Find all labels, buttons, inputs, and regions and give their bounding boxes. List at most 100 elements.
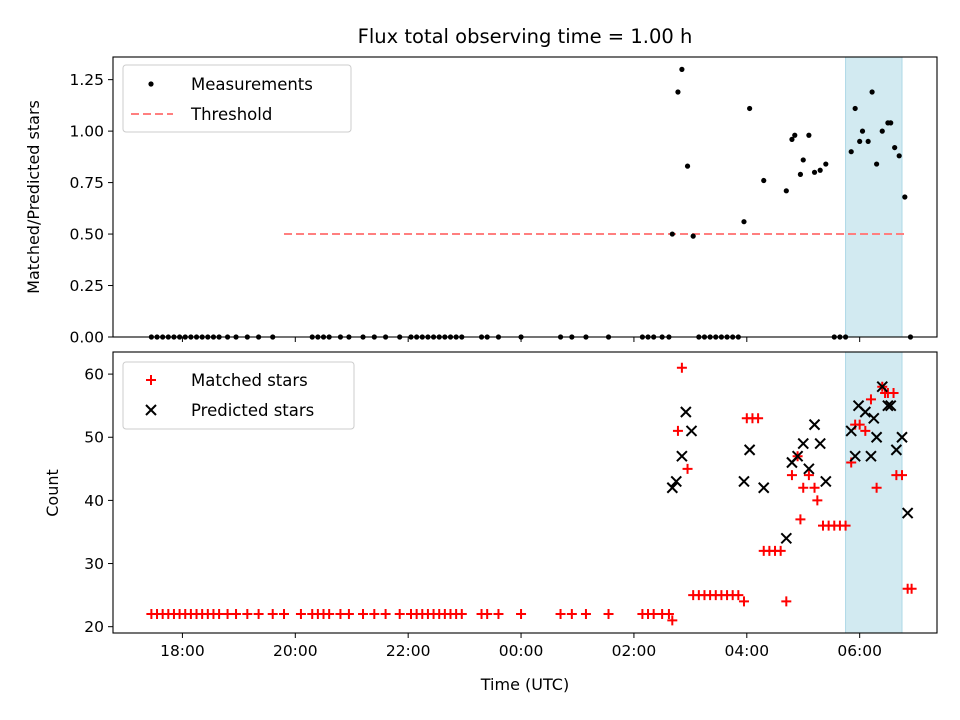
measurement-point <box>806 132 812 138</box>
highlight-span <box>845 56 903 338</box>
measurement-point <box>690 233 696 239</box>
top-ytick-label: 0.50 <box>69 226 104 244</box>
legend-predicted-marker <box>145 404 157 416</box>
top-ytick-label: 0.75 <box>69 174 104 192</box>
matched-star-point <box>295 609 306 620</box>
predicted-star-point <box>680 406 692 418</box>
measurement-point <box>874 161 880 167</box>
matched-star-point <box>888 388 899 399</box>
matched-star-point <box>897 470 908 481</box>
measurement-point <box>741 219 747 225</box>
bottom-xtick-label: 06:00 <box>837 642 882 660</box>
predicted-star-point <box>797 437 809 450</box>
matched-star-point <box>871 482 882 493</box>
predicted-star-point <box>859 406 872 418</box>
predicted-star-point <box>901 507 914 519</box>
measurement-point <box>902 194 908 200</box>
predicted-star-point <box>758 482 770 494</box>
predicted-star-point <box>845 425 857 437</box>
matched-star-point <box>906 583 917 594</box>
predicted-star-point <box>780 532 793 544</box>
matched-star-point <box>865 394 876 405</box>
measurement-point <box>684 163 691 169</box>
measurement-point <box>869 89 875 95</box>
matched-star-point <box>516 609 527 620</box>
matched-star-point <box>738 596 749 607</box>
top-y-axis-label: Matched/Predicted stars <box>24 100 43 294</box>
matched-star-point <box>854 419 865 430</box>
axes-frame <box>112 351 938 634</box>
legend-measurements-label: Measurements <box>191 75 313 94</box>
bottom-xtick-label: 04:00 <box>724 642 769 660</box>
matched-star-point <box>733 590 744 601</box>
matched-star-point <box>231 609 242 620</box>
matched-star-point <box>279 609 290 620</box>
measurement-point <box>800 157 806 163</box>
predicted-star-point <box>865 450 877 462</box>
bottom-ytick-label: 20 <box>84 618 104 636</box>
top-legend-box <box>122 64 352 133</box>
matched-star-point <box>781 596 792 607</box>
predicted-star-point <box>820 475 832 488</box>
legend-measurement-marker <box>148 81 154 87</box>
predicted-star-point <box>666 482 679 494</box>
bottom-y-axis-label: Count <box>43 469 62 517</box>
matched-star-point <box>667 615 678 626</box>
predicted-star-point <box>868 412 880 425</box>
matched-star-point <box>840 520 851 531</box>
legend-threshold-label: Threshold <box>190 105 272 124</box>
bottom-legend-box <box>122 361 355 430</box>
predicted-star-point <box>814 437 826 450</box>
measurement-point <box>879 128 885 134</box>
matched-star-point <box>580 609 591 620</box>
matched-star-point <box>775 545 786 556</box>
predicted-star-point <box>743 444 756 456</box>
top-ytick-label: 0.00 <box>69 329 104 347</box>
bottom-legend: Matched stars Predicted stars <box>122 361 355 430</box>
measurement-point <box>892 144 898 151</box>
matched-star-point <box>753 413 764 424</box>
measurement-point <box>888 120 894 126</box>
measurement-point <box>783 188 789 194</box>
matched-star-point <box>682 463 693 474</box>
matched-star-point <box>786 470 797 481</box>
bottom-panel: 20 30 40 50 60 18:00 20:00 22:00 00:00 02:00 04:00… <box>84 351 938 660</box>
matched-star-point <box>566 609 577 620</box>
predicted-star-point <box>876 381 888 393</box>
matched-star-point <box>803 470 814 481</box>
matched-star-point <box>676 362 687 373</box>
matched-star-point <box>369 609 380 620</box>
matched-star-point <box>603 609 614 620</box>
matched-star-point <box>394 609 405 620</box>
legend-predicted-label: Predicted stars <box>191 401 314 420</box>
predicted-star-point <box>849 450 861 462</box>
chart-title: Flux total observing time = 1.00 h <box>358 25 693 48</box>
matched-star-point <box>663 609 674 620</box>
measurement-point <box>675 89 681 95</box>
bottom-xtick-label: 22:00 <box>386 642 431 660</box>
bottom-xtick-label: 20:00 <box>273 642 318 660</box>
top-ytick-label: 0.25 <box>69 277 104 295</box>
predicted-star-point <box>803 463 815 475</box>
matched-star-point <box>358 609 369 620</box>
measurement-point <box>852 105 858 112</box>
matched-star-point <box>343 609 354 620</box>
predicted-star-point <box>676 450 688 462</box>
legend-matched-marker <box>146 375 156 385</box>
measurement-point <box>792 132 798 138</box>
measurement-point <box>857 138 863 145</box>
axes-frame <box>112 56 938 338</box>
measurement-point <box>761 177 767 184</box>
matched-star-point <box>380 609 391 620</box>
matched-star-point <box>809 482 820 493</box>
matched-star-point <box>672 425 683 436</box>
measurement-point <box>865 138 871 145</box>
bottom-xtick-label: 02:00 <box>612 642 657 660</box>
measurement-point <box>679 66 685 72</box>
x-axis-label: Time (UTC) <box>480 675 569 694</box>
matched-star-point <box>798 482 809 493</box>
predicted-star-point <box>890 444 903 456</box>
matched-star-point <box>860 425 871 436</box>
top-panel: 0.00 0.25 0.50 0.75 1.00 1.25 Measurements Thre… <box>69 56 938 347</box>
